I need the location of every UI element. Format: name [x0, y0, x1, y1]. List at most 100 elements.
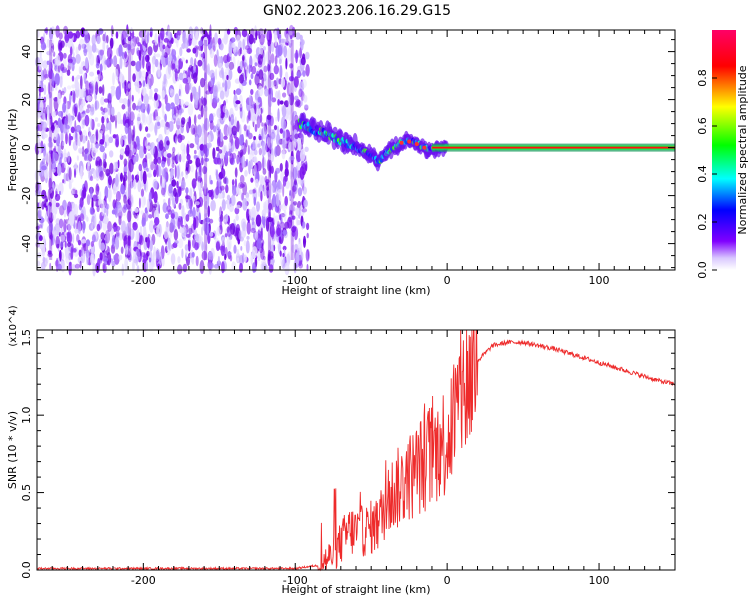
noise-speckle [146, 198, 150, 212]
noise-streak [128, 40, 132, 260]
noise-speckle [126, 106, 132, 114]
noise-speckle [57, 92, 61, 105]
noise-speckle [139, 225, 143, 236]
noise-speckle [286, 47, 292, 62]
noise-speckle [85, 239, 91, 247]
noise-speckle [161, 103, 165, 114]
noise-speckle [61, 90, 65, 96]
noise-speckle [138, 197, 141, 209]
noise-speckle [195, 157, 201, 168]
noise-speckle [178, 99, 185, 106]
noise-speckle [177, 256, 181, 264]
colorbar-tick-label: 0.6 [696, 117, 709, 135]
noise-speckle [96, 185, 100, 192]
noise-speckle [142, 55, 145, 69]
noise-speckle [52, 211, 56, 221]
noise-speckle [279, 128, 284, 134]
noise-speckle [251, 65, 257, 75]
noise-speckle [109, 37, 114, 49]
noise-speckle [239, 105, 243, 119]
noise-speckle [195, 201, 200, 206]
noise-speckle [175, 135, 178, 145]
noise-speckle [292, 188, 296, 199]
noise-speckle [292, 166, 297, 181]
noise-speckle [68, 31, 74, 39]
noise-speckle [95, 81, 99, 95]
noise-speckle [267, 216, 273, 223]
noise-speckle [51, 85, 55, 92]
noise-speckle [167, 155, 171, 167]
noise-speckle [262, 156, 265, 171]
noise-speckle [300, 251, 304, 261]
noise-speckle [225, 99, 229, 104]
noise-speckle [273, 65, 279, 75]
noise-speckle [301, 78, 307, 89]
noise-speckle [57, 110, 64, 117]
noise-speckle [41, 201, 45, 210]
noise-speckle [176, 153, 180, 162]
noise-speckle [270, 165, 274, 174]
noise-speckle [223, 34, 228, 45]
noise-speckle [261, 209, 267, 217]
noise-speckle [285, 57, 288, 70]
noise-speckle [258, 147, 262, 156]
noise-speckle [153, 99, 159, 109]
x-tick-label: -200 [131, 274, 156, 287]
noise-speckle [194, 58, 197, 67]
noise-speckle [255, 30, 258, 41]
noise-speckle [190, 34, 194, 39]
noise-speckle [43, 257, 48, 267]
noise-speckle [306, 222, 310, 231]
noise-speckle [141, 70, 147, 79]
noise-speckle [294, 95, 299, 101]
noise-speckle [208, 142, 212, 148]
noise-speckle [100, 232, 105, 240]
noise-speckle [269, 223, 275, 238]
noise-speckle [42, 143, 47, 157]
noise-speckle [57, 263, 62, 271]
noise-speckle [152, 61, 155, 73]
noise-speckle [278, 31, 282, 45]
noise-speckle [241, 38, 247, 50]
noise-speckle [279, 221, 285, 229]
noise-speckle [73, 193, 79, 199]
noise-speckle [303, 199, 308, 208]
noise-speckle [75, 81, 80, 91]
noise-speckle [201, 122, 204, 129]
noise-speckle [234, 78, 241, 84]
noise-speckle [243, 62, 247, 68]
noise-speckle [306, 263, 309, 272]
noise-speckle [147, 55, 150, 62]
noise-speckle [114, 236, 120, 250]
noise-speckle [236, 248, 240, 257]
noise-speckle [288, 141, 294, 151]
noise-speckle [246, 68, 249, 78]
noise-speckle [204, 217, 211, 223]
noise-speckle [235, 100, 241, 105]
noise-speckle [295, 32, 301, 40]
noise-speckle [254, 123, 258, 133]
noise-speckle [184, 170, 189, 179]
noise-speckle [256, 238, 262, 250]
noise-speckle [278, 189, 282, 194]
noise-speckle [284, 71, 289, 81]
noise-speckle [235, 214, 239, 221]
noise-speckle [145, 237, 148, 243]
noise-speckle [95, 62, 100, 69]
noise-speckle [83, 30, 89, 35]
noise-speckle [145, 260, 149, 272]
noise-speckle [297, 187, 303, 197]
noise-speckle [226, 74, 229, 81]
noise-speckle [106, 47, 113, 59]
noise-speckle [269, 72, 275, 81]
noise-speckle [282, 120, 287, 130]
noise-speckle [110, 58, 114, 65]
noise-speckle [114, 176, 119, 187]
noise-speckle [138, 97, 142, 106]
noise-speckle [248, 125, 251, 131]
noise-speckle [92, 194, 98, 202]
noise-speckle [204, 147, 209, 158]
noise-speckle [266, 114, 272, 121]
noise-speckle [278, 137, 281, 146]
noise-speckle [238, 94, 243, 108]
